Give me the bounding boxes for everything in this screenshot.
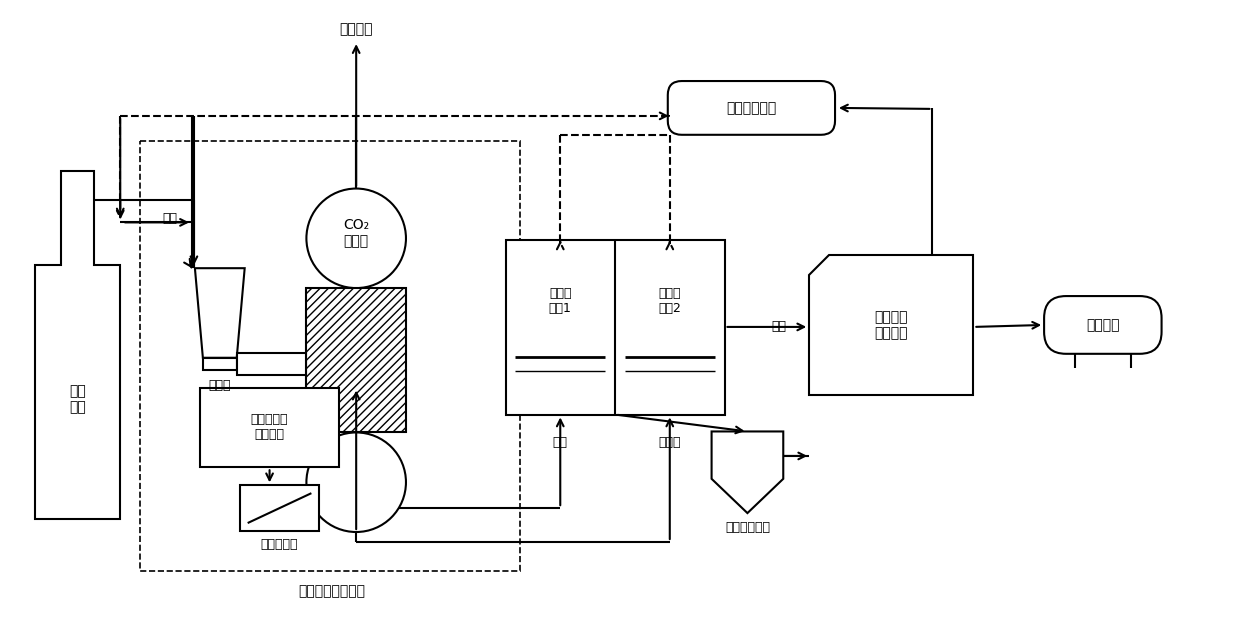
Text: 产物: 产物	[771, 320, 787, 333]
FancyBboxPatch shape	[1044, 296, 1162, 354]
Text: 清洁能源
回收系统: 清洁能源 回收系统	[874, 310, 908, 340]
Text: 固液分离器: 固液分离器	[260, 539, 299, 552]
Text: 烟气: 烟气	[162, 212, 177, 225]
Text: 回炉调控系统: 回炉调控系统	[727, 101, 776, 115]
Text: 液体处理装置: 液体处理装置	[725, 521, 770, 534]
Text: 冷却器: 冷却器	[208, 379, 231, 392]
FancyBboxPatch shape	[668, 81, 835, 135]
Polygon shape	[712, 432, 784, 513]
Text: 溶析法强化
结晶系统: 溶析法强化 结晶系统	[250, 414, 289, 442]
Text: 新型氨法脱碳系统: 新型氨法脱碳系统	[298, 583, 365, 598]
Text: 电厂
锅炉: 电厂 锅炉	[69, 384, 86, 415]
Bar	[237, 353, 306, 374]
Bar	[203, 358, 237, 369]
Polygon shape	[195, 268, 244, 358]
Text: 电催化
系统1: 电催化 系统1	[549, 287, 572, 315]
Polygon shape	[35, 170, 120, 519]
Bar	[306, 288, 405, 432]
Bar	[200, 388, 340, 467]
Circle shape	[306, 188, 405, 288]
Circle shape	[306, 432, 405, 532]
Bar	[506, 240, 724, 414]
Text: CO₂
吸收塔: CO₂ 吸收塔	[343, 218, 370, 248]
Text: 工业存储: 工业存储	[1086, 318, 1120, 332]
Text: 晶体: 晶体	[553, 436, 568, 449]
Bar	[140, 141, 521, 571]
Bar	[239, 485, 320, 531]
Text: 烟气出口: 烟气出口	[340, 22, 373, 36]
Polygon shape	[810, 255, 973, 394]
Text: 电催化
系统2: 电催化 系统2	[658, 287, 681, 315]
Text: 碳化液: 碳化液	[658, 436, 681, 449]
